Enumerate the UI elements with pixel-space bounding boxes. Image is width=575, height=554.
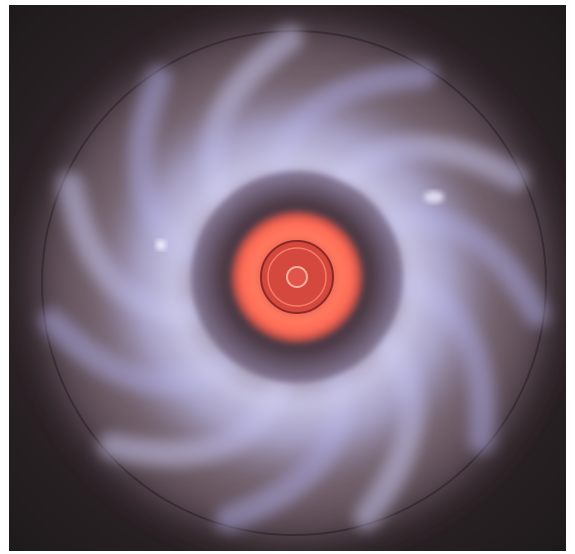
flame-photograph — [9, 5, 566, 551]
highlight-left — [156, 240, 166, 250]
highlight-right — [424, 191, 444, 203]
flame-svg — [9, 5, 566, 551]
nozzle-center — [286, 266, 308, 288]
nozzle-ring-mid — [267, 247, 327, 307]
